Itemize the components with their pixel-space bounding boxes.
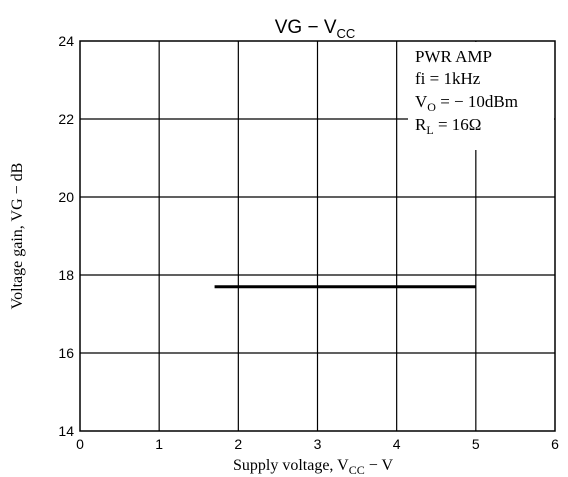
annotation-line-3: VO = − 10dBm xyxy=(415,92,518,114)
x-tick-label: 2 xyxy=(234,436,242,452)
x-axis-label: Supply voltage, VCC − V xyxy=(233,457,393,477)
y-tick-labels: 14 16 18 20 22 24 xyxy=(58,33,74,439)
x-tick-label: 4 xyxy=(393,436,401,452)
y-tick-label: 16 xyxy=(58,345,74,361)
annotation-line-1: PWR AMP xyxy=(415,47,492,66)
x-tick-label: 0 xyxy=(76,436,84,452)
y-tick-label: 14 xyxy=(58,423,74,439)
x-tick-label: 1 xyxy=(155,436,163,452)
annotation-background xyxy=(408,42,554,150)
annotation: PWR AMP fi = 1kHz VO = − 10dBm RL = 16Ω xyxy=(415,47,518,137)
annotation-line-2: fi = 1kHz xyxy=(415,69,481,88)
x-tick-label: 5 xyxy=(472,436,480,452)
y-tick-label: 18 xyxy=(58,267,74,283)
x-tick-labels: 0 1 2 3 4 5 6 xyxy=(76,436,559,452)
y-tick-label: 22 xyxy=(58,111,74,127)
y-tick-label: 24 xyxy=(58,33,74,49)
x-tick-label: 6 xyxy=(551,436,559,452)
y-tick-label: 20 xyxy=(58,189,74,205)
y-axis-label: Voltage gain, VG − dB xyxy=(9,163,26,310)
annotation-line-4: RL = 16Ω xyxy=(415,115,481,137)
x-tick-label: 3 xyxy=(314,436,322,452)
chart-title: VG − VCC xyxy=(275,17,356,41)
